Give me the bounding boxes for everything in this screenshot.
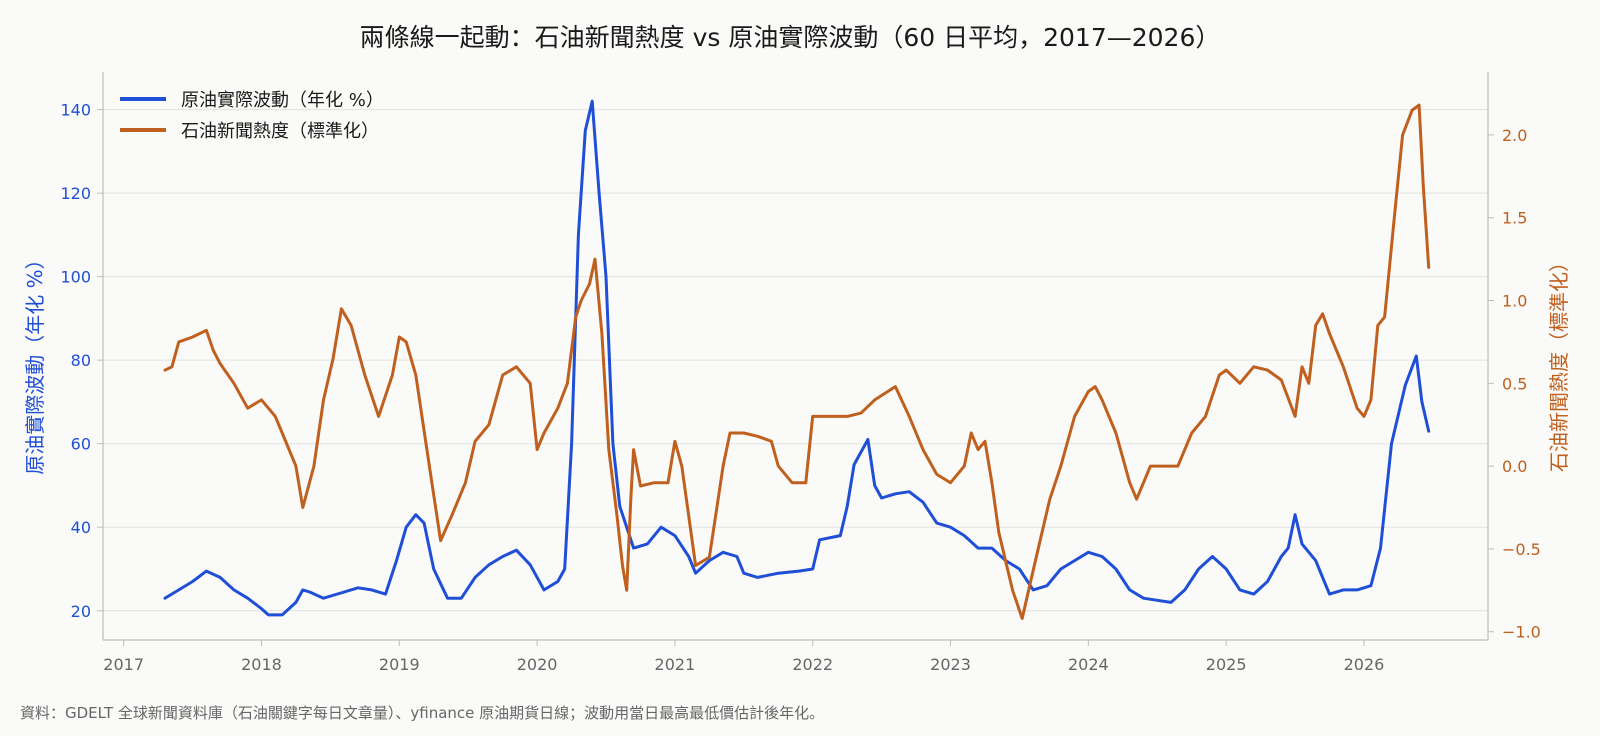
legend: 原油實際波動（年化 %） 石油新聞熱度（標準化） (120, 90, 384, 142)
series-layer (163, 99, 1431, 620)
y-axis-label-left: 原油實際波動（年化 %） (23, 249, 47, 474)
y-tick-right-label: 0.5 (1502, 374, 1527, 393)
x-tick-label: 2026 (1344, 655, 1385, 674)
y-tick-left-label: 20 (71, 602, 91, 621)
x-tick-label: 2025 (1206, 655, 1247, 674)
x-tick-label: 2024 (1068, 655, 1109, 674)
legend-label-news: 石油新聞熱度（標準化） (181, 121, 379, 142)
series-line-volatility (163, 99, 1431, 617)
chart-title: 兩條線一起動：石油新聞熱度 vs 原油實際波動（60 日平均，2017—2026… (360, 23, 1221, 52)
x-tick-label: 2023 (930, 655, 971, 674)
y-tick-right-label: −0.5 (1502, 540, 1541, 559)
x-tick-label: 2019 (379, 655, 420, 674)
y-tick-left-label: 60 (71, 435, 91, 454)
series-line-news (163, 103, 1431, 620)
x-tick-label: 2020 (517, 655, 558, 674)
y-tick-left-label: 140 (60, 101, 91, 120)
source-note: 資料：GDELT 全球新聞資料庫（石油關鍵字每日文章量）、yfinance 原油… (20, 704, 824, 722)
axes-layer: 20 40 60 80 100 120 140 −1.0 −0.5 0.0 0.5 1.0 1.5 2.0… (60, 72, 1541, 674)
y-tick-right-label: 1.5 (1502, 209, 1527, 228)
y-tick-right-label: 2.0 (1502, 126, 1527, 145)
x-tick-label: 2022 (792, 655, 833, 674)
x-tick-label: 2017 (103, 655, 144, 674)
y-tick-left-label: 40 (71, 518, 91, 537)
y-tick-right-label: 0.0 (1502, 457, 1527, 476)
x-tick-label: 2021 (655, 655, 696, 674)
y-tick-left-label: 80 (71, 351, 91, 370)
x-tick-label: 2018 (241, 655, 282, 674)
y-tick-right-label: −1.0 (1502, 623, 1541, 642)
y-tick-right-label: 1.0 (1502, 292, 1527, 311)
legend-label-volatility: 原油實際波動（年化 %） (181, 90, 384, 111)
y-tick-left-label: 120 (60, 184, 91, 203)
y-axis-label-right: 石油新聞熱度（標準化） (1547, 252, 1571, 472)
y-tick-left-label: 100 (60, 268, 91, 287)
